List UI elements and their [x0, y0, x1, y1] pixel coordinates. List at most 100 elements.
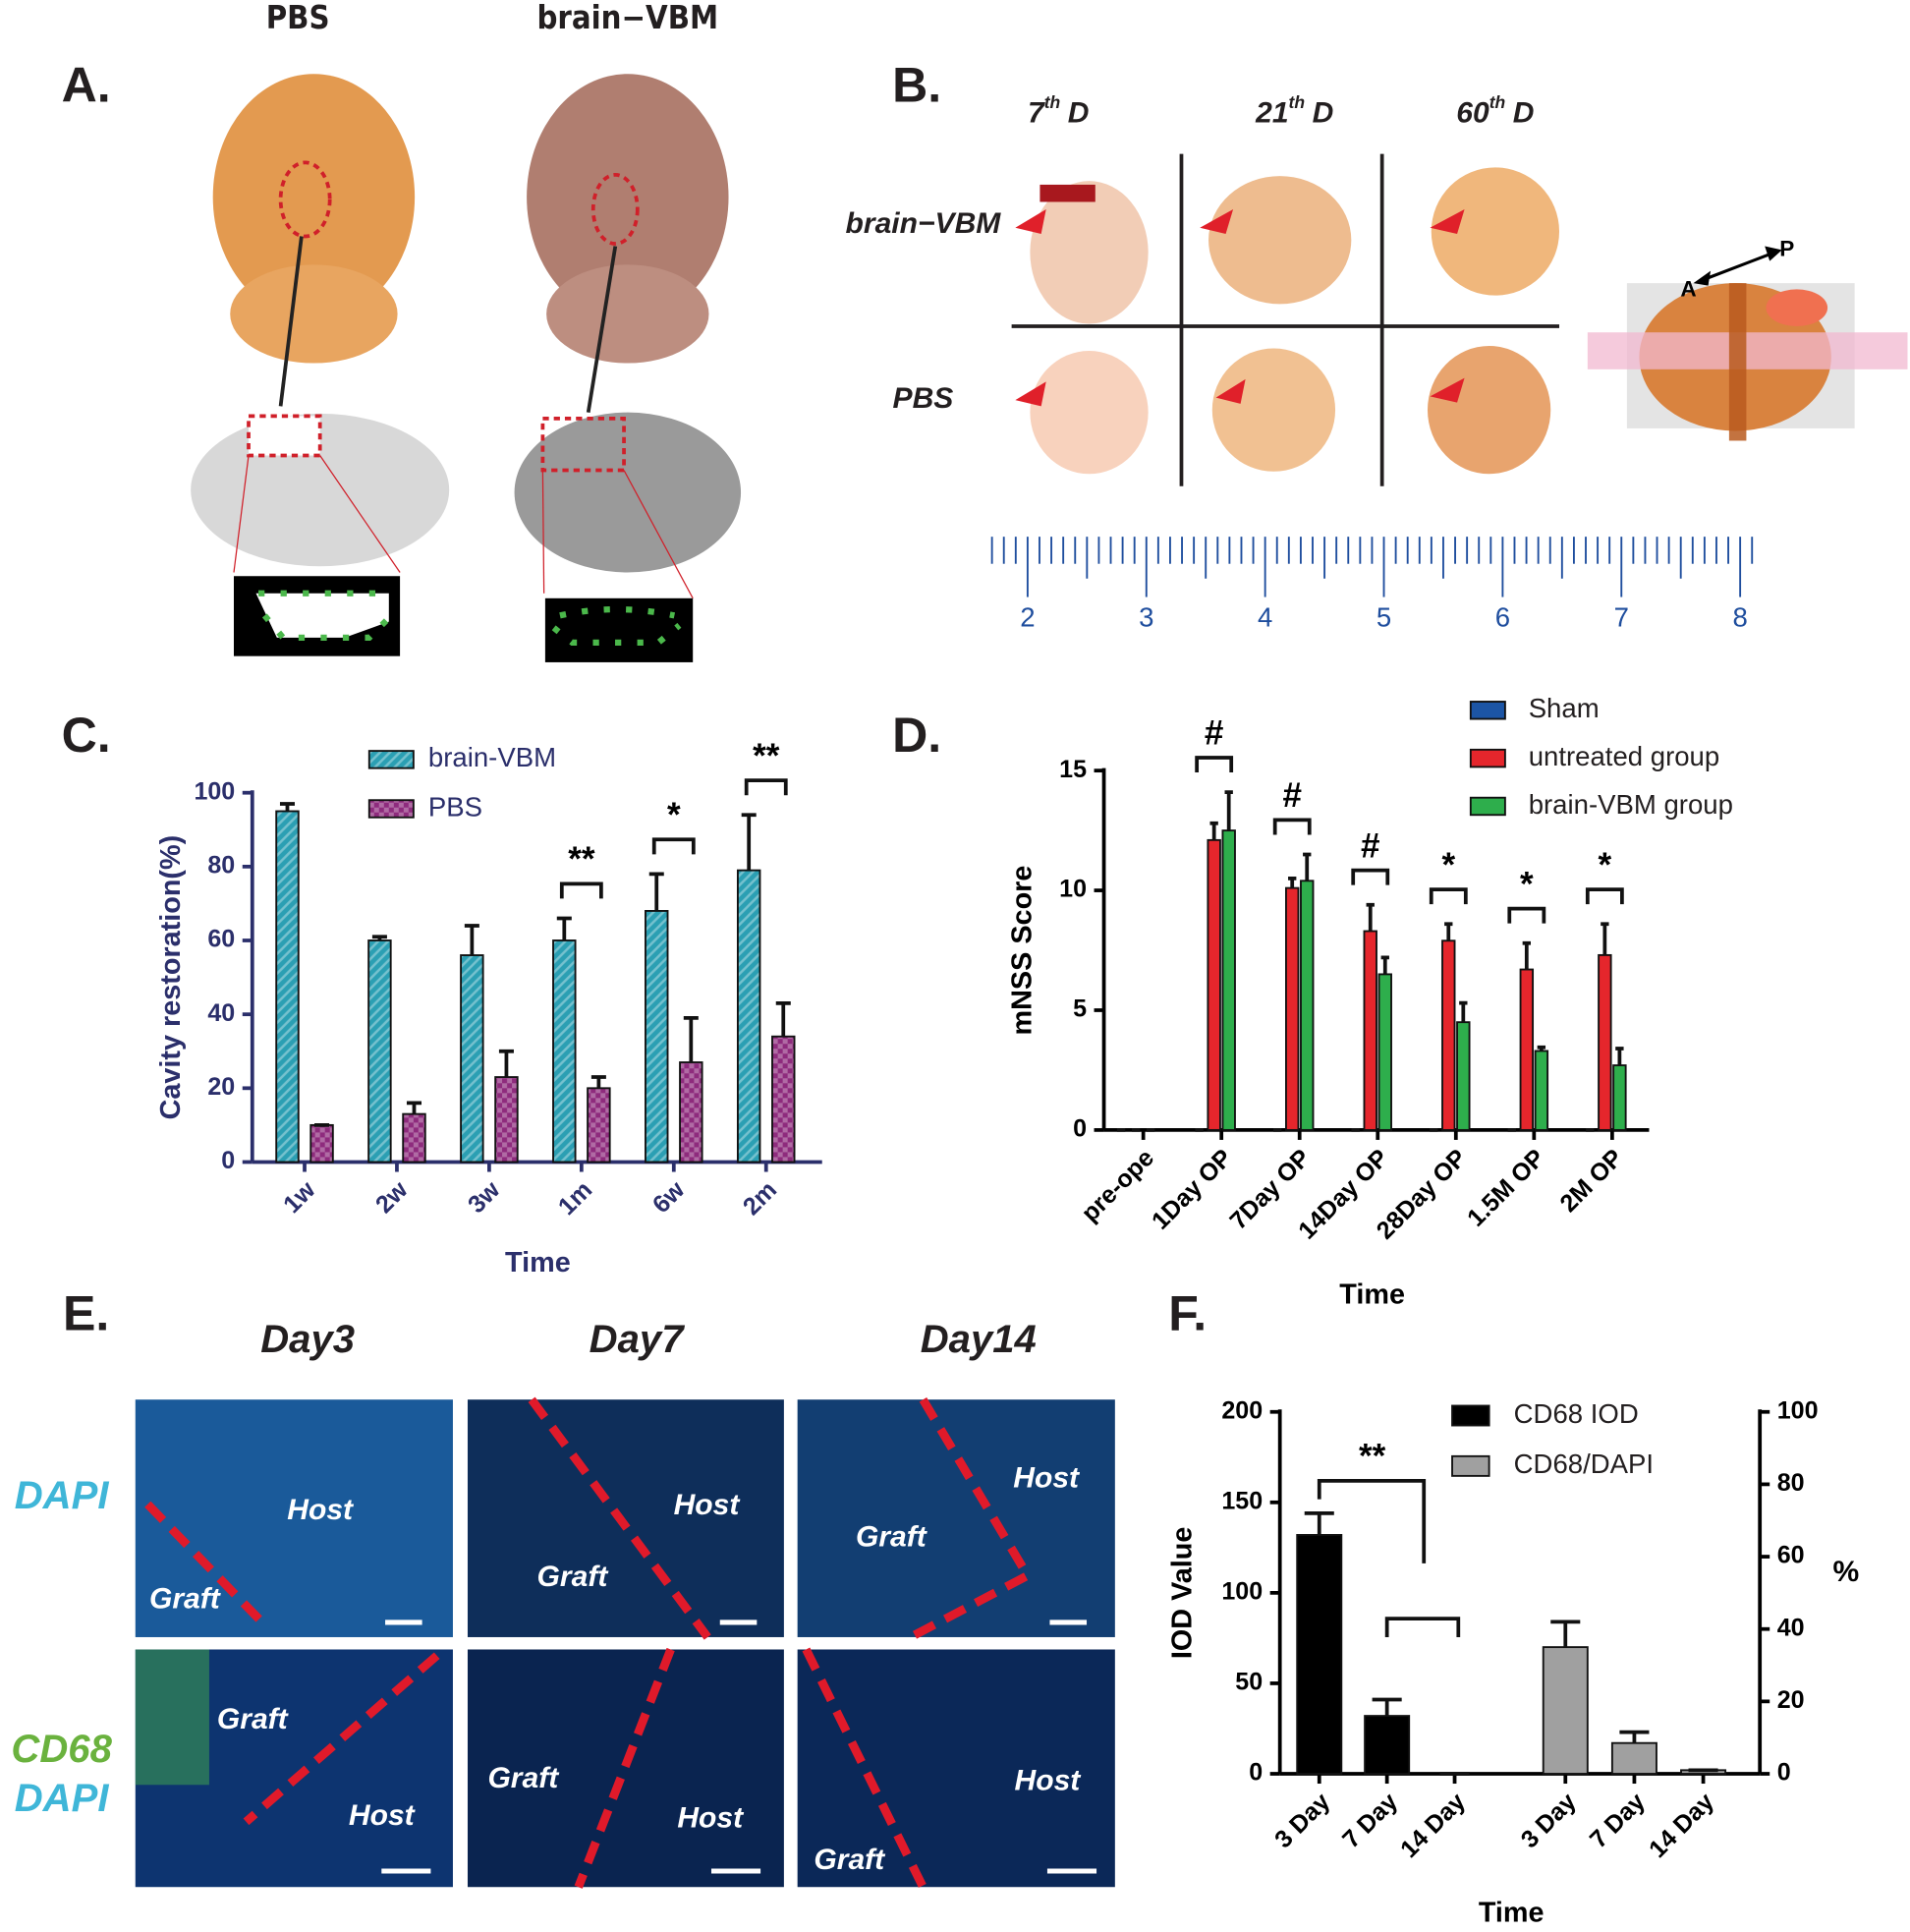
column-label: PBS [266, 0, 330, 36]
legend-label: PBS [428, 791, 482, 822]
axis-letter: P [1779, 236, 1794, 260]
panel-b-images [1011, 153, 1908, 486]
y2-tick-label: 80 [1777, 1469, 1805, 1497]
error-bar [1224, 790, 1233, 831]
time-sup: th [1489, 92, 1506, 112]
time-unit: D [1068, 96, 1090, 129]
bar [1296, 1534, 1343, 1775]
y-axis-label: Cavity restoration(%) [155, 835, 187, 1120]
x-tick-label: 2m [738, 1176, 782, 1221]
y2-tick-label: 0 [1777, 1759, 1791, 1787]
ruler-label: 8 [1732, 601, 1747, 632]
error-bar [1459, 1000, 1468, 1023]
y-tick-label: 150 [1221, 1487, 1263, 1514]
x-tick-label: 14 Day [1644, 1788, 1719, 1863]
region-label: Graft [856, 1521, 928, 1554]
column-label: Day7 [590, 1318, 686, 1361]
region-label: Host [674, 1489, 742, 1521]
error-bar [1303, 852, 1312, 881]
error-bar [1209, 821, 1218, 840]
x-tick-label: 6w [647, 1175, 691, 1219]
legend-label: CD68/DAPI [1514, 1449, 1654, 1479]
y-tick-label: 40 [207, 999, 235, 1027]
error-bar [1444, 922, 1453, 941]
legend-label: brain-VBM group [1529, 789, 1733, 820]
bar [460, 954, 484, 1164]
y-tick-label: 0 [1073, 1115, 1087, 1143]
significance-label: ** [1359, 1438, 1386, 1476]
significance-label: ** [753, 737, 780, 775]
significance-bracket [1195, 756, 1234, 773]
legend-swatch [367, 750, 415, 769]
y2-tick-label: 20 [1777, 1686, 1805, 1714]
time-sup: th [1289, 92, 1306, 112]
time-label: 21th D [1255, 92, 1333, 130]
error-bar [590, 1075, 606, 1089]
x-tick-label: 2w [370, 1175, 414, 1219]
error-bar [1522, 940, 1531, 970]
time-number: 21 [1255, 96, 1288, 129]
x-tick-label: 1Day OP [1147, 1144, 1238, 1235]
error-bar [498, 1049, 514, 1078]
x-tick-label: 14 Day [1395, 1788, 1471, 1863]
x-axis-label: Time [1339, 1279, 1405, 1311]
region-label: Graft [149, 1582, 222, 1615]
error-bar [1537, 1045, 1546, 1051]
ruler: 2 3 4 5 6 7 8 [990, 537, 1754, 632]
error-bar [1372, 1697, 1402, 1717]
error-bar [683, 1016, 699, 1063]
y-tick-label: 5 [1073, 995, 1087, 1023]
region-label: Host [287, 1494, 355, 1526]
panel-label: B. [892, 57, 941, 112]
ruler-label: 6 [1495, 601, 1510, 632]
panel-label: E. [63, 1286, 109, 1341]
error-bar [1366, 902, 1375, 932]
legend-label: Sham [1529, 693, 1600, 723]
ruler-label: 2 [1020, 601, 1035, 632]
x-tick-label: 1.5M OP [1462, 1144, 1550, 1232]
error-bar [1380, 955, 1389, 975]
bar [1207, 838, 1221, 1131]
x-tick-label: 3 Day [1269, 1788, 1335, 1853]
bar [1221, 829, 1236, 1131]
y-tick-label: 80 [207, 851, 235, 879]
region-label: Host [1015, 1765, 1083, 1797]
significance-bracket [559, 881, 603, 899]
y2-tick-label: 100 [1777, 1396, 1819, 1424]
error-bar [1615, 1047, 1624, 1066]
row-label: brain−VBM [846, 207, 1002, 240]
region-label: Graft [217, 1703, 290, 1735]
bar [1610, 1741, 1657, 1775]
panel-label: A. [62, 57, 111, 112]
legend-label: CD68 IOD [1514, 1398, 1639, 1429]
significance-label: * [1599, 846, 1612, 884]
time-label: 60th D [1456, 92, 1534, 130]
bar [1456, 1021, 1471, 1131]
bar [275, 810, 300, 1164]
y-tick-label: 100 [194, 777, 235, 805]
y2-tick-label: 60 [1777, 1542, 1805, 1569]
bar [309, 1123, 334, 1164]
bar [367, 939, 392, 1164]
x-tick-label: 3w [463, 1175, 506, 1219]
x-tick-label: 1m [553, 1176, 597, 1221]
significance-label: * [1520, 865, 1534, 903]
legend-swatch [367, 799, 415, 819]
time-unit: D [1513, 96, 1535, 129]
y-tick-label: 200 [1221, 1396, 1263, 1424]
time-label: 7th D [1028, 92, 1089, 130]
legend-swatch [1451, 1404, 1490, 1427]
bar [552, 939, 577, 1164]
y2-axis-label: % [1833, 1556, 1860, 1588]
bar [1377, 973, 1392, 1131]
row-label: DAPI [15, 1474, 110, 1517]
bar [402, 1112, 426, 1164]
x-tick-label: 7 Day [1585, 1788, 1651, 1853]
legend-swatch [1469, 748, 1506, 768]
y-axis-label: IOD Value [1167, 1527, 1199, 1659]
x-tick-label: 3 Day [1516, 1788, 1582, 1853]
significance-bracket [1351, 868, 1390, 885]
error-bar [1304, 1510, 1334, 1535]
legend-label: brain-VBM [428, 742, 556, 772]
significance-bracket [1317, 1479, 1461, 1637]
